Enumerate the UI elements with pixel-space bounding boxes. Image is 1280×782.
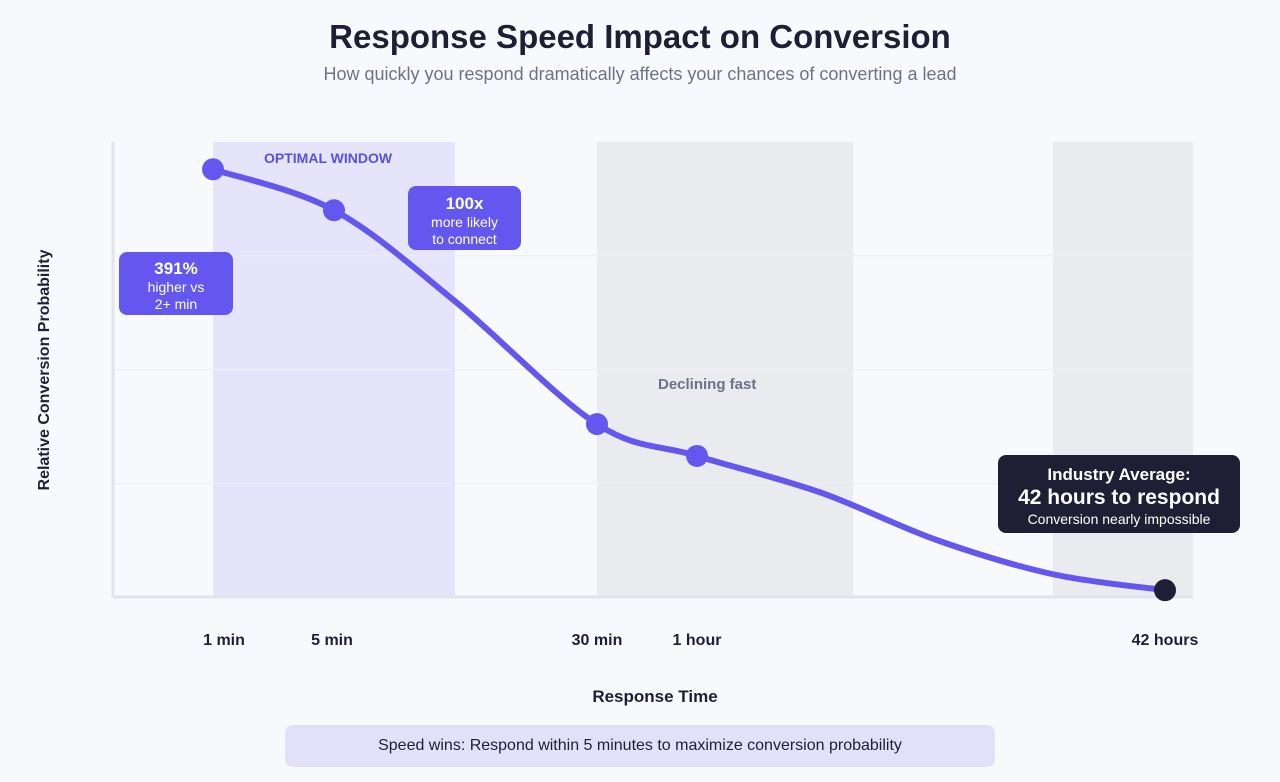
- callout-391-line2: 2+ min: [154, 296, 198, 312]
- band-label-declining: Declining fast: [658, 376, 757, 393]
- x-tick-label: 1 min: [203, 632, 245, 649]
- x-tick-label: 30 min: [571, 632, 623, 649]
- callout-industry-line2: Conversion nearly impossible: [1027, 511, 1211, 527]
- callout-100x: 100x more likely to connect: [408, 186, 521, 250]
- callout-100x-line2: to connect: [432, 231, 497, 247]
- x-tick-label: 42 hours: [1131, 632, 1199, 649]
- data-point: [686, 444, 708, 467]
- callout-industry-line1: Industry Average:: [1047, 465, 1191, 484]
- x-axis-label: Response Time: [592, 687, 718, 706]
- chart-subtitle: How quickly you respond dramatically aff…: [323, 64, 957, 84]
- data-point: [1154, 579, 1176, 602]
- callout-industry-average: Industry Average: 42 hours to respond Co…: [998, 455, 1240, 533]
- callout-391-line1: higher vs: [147, 279, 205, 295]
- chart-title: Response Speed Impact on Conversion: [329, 18, 951, 55]
- callout-100x-value: 100x: [445, 194, 484, 213]
- x-tick-label: 1 hour: [672, 632, 722, 649]
- callout-100x-line1: more likely: [431, 214, 498, 230]
- callout-391-value: 391%: [154, 259, 198, 278]
- footer-banner: Speed wins: Respond within 5 minutes to …: [285, 725, 995, 767]
- callout-industry-value: 42 hours to respond: [1018, 486, 1220, 509]
- x-tick-label: 5 min: [311, 632, 353, 649]
- band-label-optimal: OPTIMAL WINDOW: [264, 150, 393, 166]
- data-point: [202, 158, 224, 181]
- data-point: [323, 199, 345, 222]
- data-point: [586, 413, 608, 436]
- callout-391: 391% higher vs 2+ min: [119, 252, 233, 315]
- y-axis-label: Relative Conversion Probability: [36, 249, 53, 491]
